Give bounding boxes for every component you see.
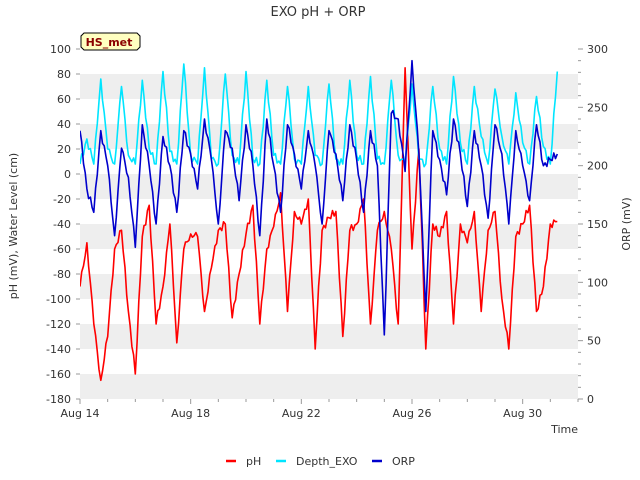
y-right-tick-label: 250	[587, 101, 608, 114]
grid-band	[80, 324, 578, 349]
right-axis: 0 50 100 150 200 250 300	[578, 43, 608, 406]
legend-label: Depth_EXO	[296, 455, 358, 468]
grid-band	[80, 149, 578, 174]
legend-item-depth-exo: Depth_EXO	[276, 455, 358, 468]
legend-item-ph: pH	[226, 455, 261, 468]
station-badge: HS_met	[80, 32, 141, 51]
grid-band	[80, 349, 578, 374]
background-bands	[80, 49, 578, 399]
x-axis-label: Time	[550, 423, 578, 436]
y-left-tick-label: 0	[64, 168, 71, 181]
station-badge-label: HS_met	[86, 36, 133, 49]
grid-band	[80, 374, 578, 399]
y-left-tick-label: -100	[46, 293, 71, 306]
y-left-tick-label: 40	[57, 118, 71, 131]
y-right-tick-label: 200	[587, 160, 608, 173]
y-left-tick-label: -160	[46, 368, 71, 381]
station-badge-shape	[80, 32, 141, 51]
y-right-tick-label: 0	[587, 393, 594, 406]
legend-label: ORP	[392, 455, 415, 468]
grid-band	[80, 299, 578, 324]
series-line-ph	[80, 67, 558, 382]
y-axis-left-label: pH (mV), Water Level (cm)	[7, 153, 20, 299]
y-left-tick-label: -20	[53, 193, 71, 206]
grid-band	[80, 174, 578, 199]
y-left-tick-label: 80	[57, 68, 71, 81]
y-right-tick-label: 100	[587, 276, 608, 289]
chart-title: EXO pH + ORP	[271, 5, 366, 20]
y-right-tick-label: 50	[587, 335, 601, 348]
y-right-tick-label: 150	[587, 218, 608, 231]
series-layer	[80, 59, 559, 382]
y-left-tick-label: -140	[46, 343, 71, 356]
grid-band	[80, 249, 578, 274]
y-axis-right-label: ORP (mV)	[620, 197, 633, 250]
grid-band	[80, 49, 578, 74]
y-left-tick-label: 60	[57, 93, 71, 106]
plot-area	[80, 59, 559, 382]
grid-band	[80, 99, 578, 124]
series-line-orp	[80, 59, 559, 336]
y-left-tick-label: 20	[57, 143, 71, 156]
x-tick-label: Aug 30	[503, 407, 542, 420]
left-axis: -180 -160 -140 -120 -100 -80 -60 -40 -20 0 20 40 60 8…	[46, 43, 80, 406]
series-line-depth-exo	[80, 63, 559, 168]
x-tick-label: Aug 22	[282, 407, 321, 420]
legend-label: pH	[246, 455, 261, 468]
x-axis: Aug 14 Aug 18 Aug 22 Aug 26 Aug 30	[61, 399, 579, 420]
legend: pH Depth_EXO ORP	[226, 455, 415, 468]
x-tick-label: Aug 26	[393, 407, 432, 420]
x-tick-label: Aug 18	[171, 407, 210, 420]
y-left-tick-label: -60	[53, 243, 71, 256]
grid-band	[80, 224, 578, 249]
y-left-tick-label: -180	[46, 393, 71, 406]
legend-item-orp: ORP	[372, 455, 415, 468]
y-left-tick-label: -120	[46, 318, 71, 331]
x-tick-label: Aug 14	[61, 407, 100, 420]
y-left-tick-label: -40	[53, 218, 71, 231]
y-left-tick-label: -80	[53, 268, 71, 281]
y-right-tick-label: 300	[587, 43, 608, 56]
y-left-tick-label: 100	[50, 43, 71, 56]
